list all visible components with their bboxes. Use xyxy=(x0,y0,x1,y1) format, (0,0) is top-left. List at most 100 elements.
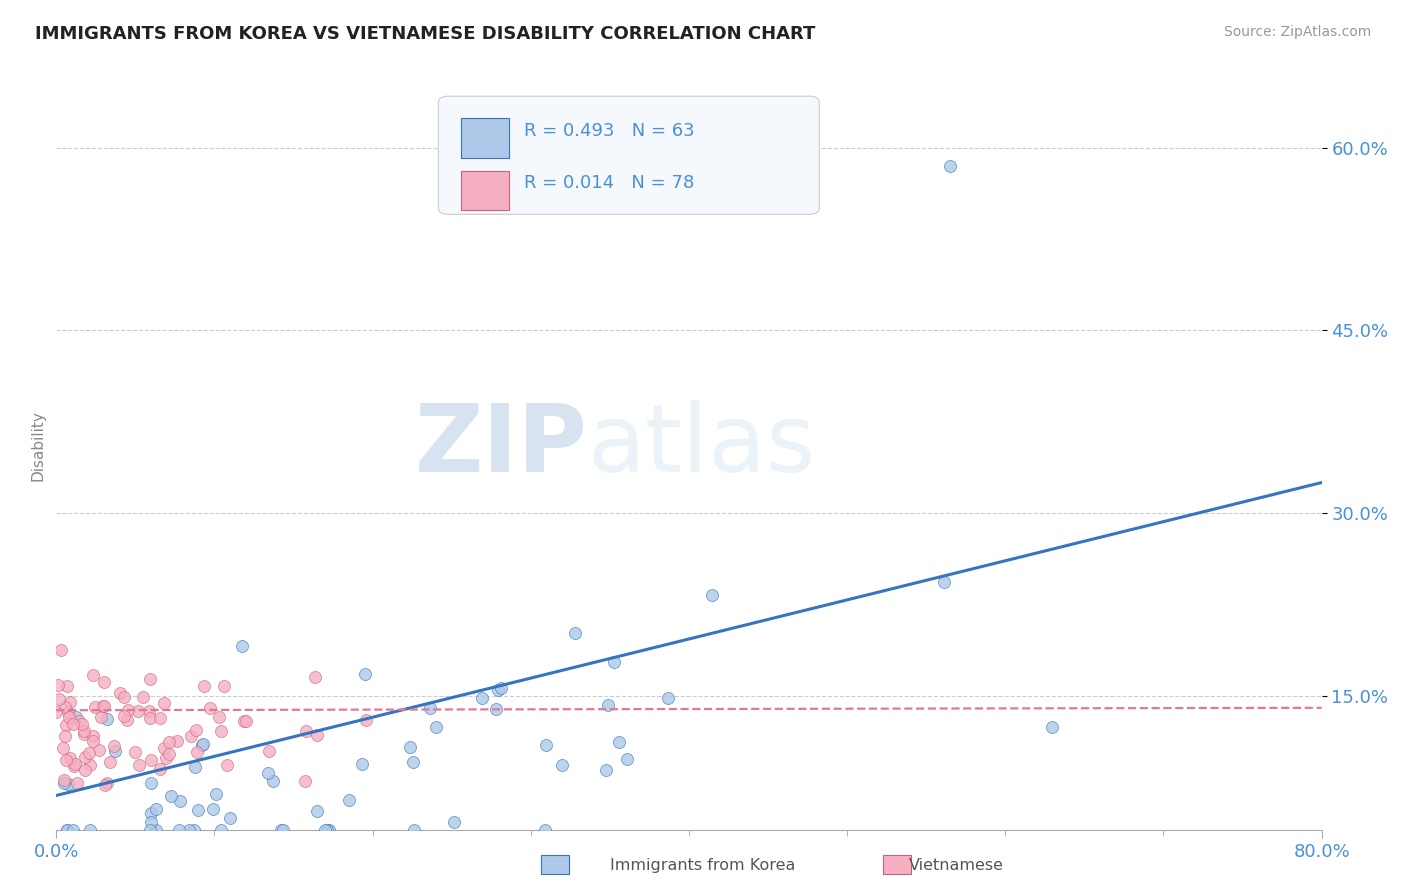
Point xyxy=(315,822,337,837)
Text: Source: ZipAtlas.com: Source: ZipAtlas.com xyxy=(1223,25,1371,39)
Point xyxy=(52,741,75,756)
FancyBboxPatch shape xyxy=(439,96,820,214)
Point xyxy=(184,760,207,774)
Point xyxy=(231,640,253,654)
Point xyxy=(79,746,101,760)
Point xyxy=(59,751,82,765)
Point xyxy=(62,822,84,837)
Point xyxy=(127,704,149,718)
Point xyxy=(616,752,638,766)
Point xyxy=(138,704,160,718)
Point xyxy=(112,690,135,705)
Point xyxy=(65,710,87,724)
Point xyxy=(191,737,214,751)
Point xyxy=(595,763,617,777)
Point xyxy=(98,755,121,769)
Point xyxy=(219,811,242,825)
Point xyxy=(55,679,77,693)
Point xyxy=(139,753,162,767)
Point xyxy=(443,814,465,829)
Point xyxy=(82,729,104,743)
Point xyxy=(337,793,360,807)
Point xyxy=(53,776,76,790)
Point xyxy=(305,728,328,742)
Point xyxy=(87,743,110,757)
Point xyxy=(53,700,76,714)
Point xyxy=(66,776,89,790)
Point xyxy=(91,698,114,713)
Point xyxy=(56,822,79,837)
Point xyxy=(132,690,155,704)
Point xyxy=(354,713,377,727)
Point xyxy=(149,762,172,776)
Point xyxy=(70,717,93,731)
Point xyxy=(79,758,101,772)
Point xyxy=(139,814,162,829)
Point xyxy=(186,723,208,737)
Point xyxy=(139,711,162,725)
Point xyxy=(73,726,96,740)
Point xyxy=(257,766,280,780)
Point xyxy=(139,822,162,837)
Point xyxy=(198,701,221,715)
Point xyxy=(56,706,79,720)
Point xyxy=(55,729,77,743)
Point xyxy=(208,709,231,723)
Text: Vietnamese: Vietnamese xyxy=(908,858,1004,872)
Point xyxy=(167,822,190,837)
Point xyxy=(419,701,441,715)
Point xyxy=(169,794,191,808)
Point xyxy=(93,778,115,792)
Point xyxy=(180,729,202,743)
Point xyxy=(657,691,679,706)
Point xyxy=(49,642,72,657)
Point xyxy=(233,714,256,728)
Point xyxy=(305,804,328,818)
Point xyxy=(209,723,232,738)
Point xyxy=(204,788,226,802)
Text: Immigrants from Korea: Immigrants from Korea xyxy=(610,858,796,872)
Text: R = 0.014   N = 78: R = 0.014 N = 78 xyxy=(524,174,695,192)
Point xyxy=(46,677,69,691)
Point xyxy=(139,776,162,790)
Point xyxy=(145,802,167,816)
Point xyxy=(177,822,200,837)
Point xyxy=(155,751,177,765)
Point xyxy=(354,667,377,681)
Point xyxy=(56,777,79,791)
Point xyxy=(304,669,326,683)
Point xyxy=(55,753,77,767)
Point xyxy=(235,714,257,728)
Point xyxy=(190,738,212,752)
Text: R = 0.493   N = 63: R = 0.493 N = 63 xyxy=(524,121,695,139)
Point xyxy=(73,750,96,764)
Text: atlas: atlas xyxy=(588,400,815,492)
Point xyxy=(270,822,292,837)
Point xyxy=(93,674,115,689)
Point xyxy=(82,668,104,682)
Point xyxy=(564,626,586,640)
Point xyxy=(82,734,104,748)
Point xyxy=(55,718,77,732)
Point xyxy=(75,763,97,777)
Point xyxy=(93,698,115,713)
Point xyxy=(48,691,70,706)
Point xyxy=(183,822,205,837)
Text: ZIP: ZIP xyxy=(415,400,588,492)
Point xyxy=(45,705,67,719)
Point xyxy=(53,773,76,788)
Point xyxy=(187,803,209,817)
Point xyxy=(471,690,494,705)
Point xyxy=(149,711,172,725)
FancyBboxPatch shape xyxy=(461,170,509,211)
Point xyxy=(212,679,235,693)
Text: IMMIGRANTS FROM KOREA VS VIETNAMESE DISABILITY CORRELATION CHART: IMMIGRANTS FROM KOREA VS VIETNAMESE DISA… xyxy=(35,25,815,43)
Point xyxy=(402,755,425,769)
Point xyxy=(63,758,86,772)
Point xyxy=(186,745,208,759)
Point xyxy=(603,656,626,670)
Point xyxy=(69,714,91,728)
Point xyxy=(166,733,188,747)
Point xyxy=(217,757,239,772)
Point xyxy=(115,714,138,728)
